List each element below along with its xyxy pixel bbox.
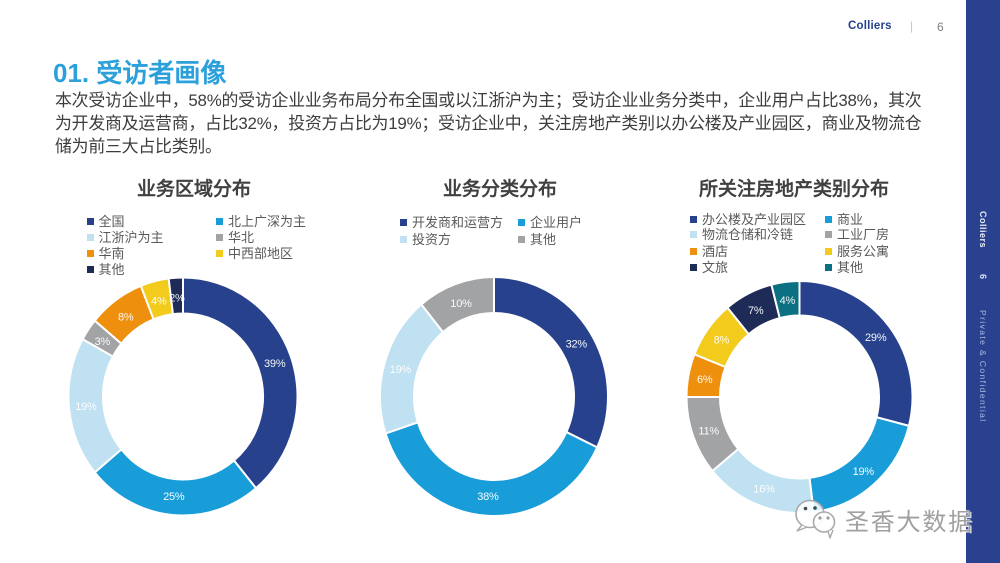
svg-text:25%: 25% (163, 491, 185, 503)
svg-text:2%: 2% (169, 293, 185, 305)
svg-text:19%: 19% (853, 466, 875, 478)
svg-text:19%: 19% (75, 401, 97, 413)
svg-text:4%: 4% (780, 295, 796, 307)
svg-text:4%: 4% (151, 295, 167, 307)
svg-text:8%: 8% (714, 335, 730, 347)
svg-text:16%: 16% (753, 483, 775, 495)
svg-text:6%: 6% (697, 374, 713, 386)
svg-text:38%: 38% (477, 491, 499, 503)
svg-text:8%: 8% (118, 311, 134, 323)
svg-text:39%: 39% (264, 358, 286, 370)
svg-text:32%: 32% (566, 339, 588, 351)
svg-text:3%: 3% (95, 336, 111, 348)
svg-text:19%: 19% (390, 364, 412, 376)
svg-text:11%: 11% (698, 426, 719, 438)
svg-text:7%: 7% (748, 305, 764, 317)
svg-text:29%: 29% (865, 332, 887, 344)
svg-text:10%: 10% (450, 298, 472, 310)
